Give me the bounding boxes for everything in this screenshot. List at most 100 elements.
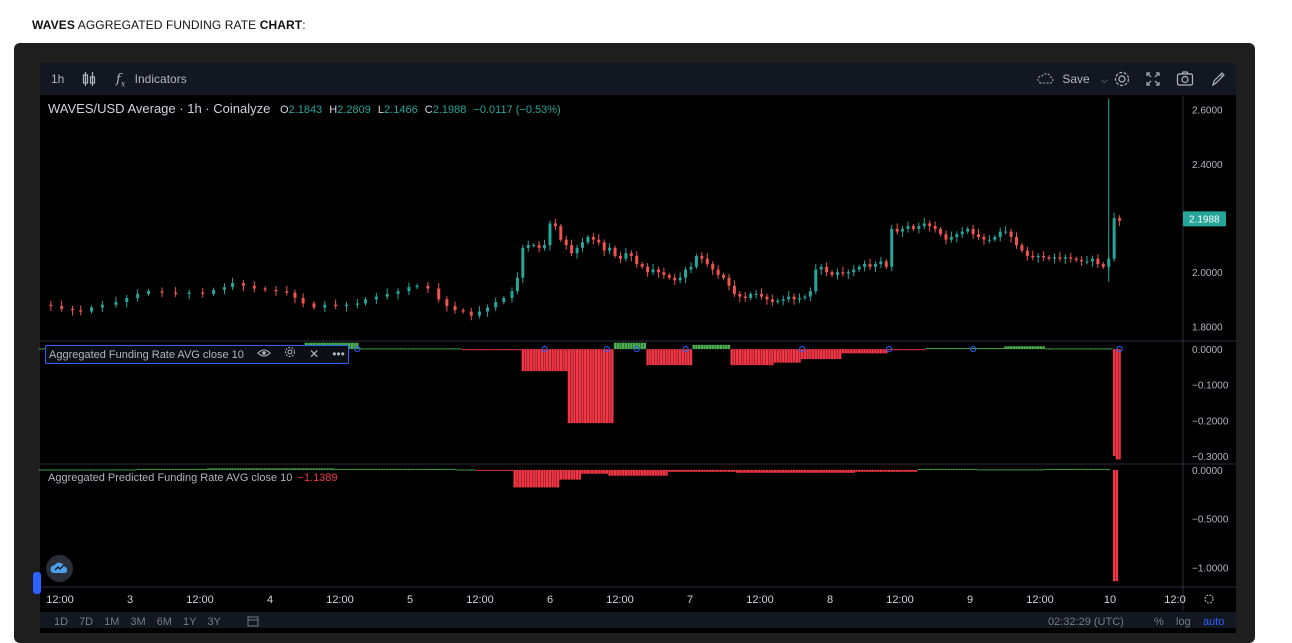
negative-bar <box>567 469 571 480</box>
negative-bar <box>524 469 527 488</box>
candle-body <box>678 277 682 281</box>
positive-bar <box>1045 468 1048 470</box>
candle-body <box>700 255 704 259</box>
negative-bar <box>776 349 779 363</box>
gear-icon[interactable] <box>1113 63 1131 95</box>
funding-rate-legend[interactable]: Aggregated Funding Rate AVG close 10 ✕ •… <box>45 345 349 364</box>
log-toggle[interactable]: log <box>1176 616 1191 628</box>
negative-bar <box>847 469 850 473</box>
negative-bar <box>792 349 796 363</box>
auto-toggle[interactable]: auto <box>1203 616 1225 628</box>
side-panel-handle[interactable] <box>33 572 41 594</box>
positive-bar <box>1053 348 1056 350</box>
symbol-name[interactable]: WAVES/USD Average <box>48 101 176 116</box>
negative-bar <box>768 469 771 473</box>
predicted-funding-rate-pane <box>38 468 1119 582</box>
positive-bar <box>169 468 172 470</box>
negative-bar <box>909 349 912 351</box>
negative-bar <box>559 349 562 372</box>
positive-bar <box>990 348 994 350</box>
cloud-logo-icon[interactable] <box>46 555 73 582</box>
positive-bar <box>1072 348 1075 350</box>
candle-body <box>982 236 986 240</box>
more-icon[interactable]: ••• <box>332 347 345 361</box>
gear-icon[interactable] <box>284 346 296 363</box>
candle-body <box>125 297 129 303</box>
positive-bar <box>350 342 354 350</box>
candle-body <box>987 239 991 241</box>
range-button-1y[interactable]: 1Y <box>182 616 197 628</box>
save-button[interactable]: Save ⌵ <box>1037 63 1108 95</box>
fullscreen-icon[interactable] <box>1145 63 1161 95</box>
range-button-6m[interactable]: 6M <box>156 616 172 628</box>
range-button-3m[interactable]: 3M <box>130 616 146 628</box>
positive-bar <box>982 348 986 350</box>
candle-body <box>917 226 921 229</box>
negative-bar <box>489 349 492 351</box>
positive-bar <box>451 468 454 470</box>
eye-icon[interactable] <box>257 346 271 363</box>
positive-bar <box>1045 348 1048 350</box>
range-button-7d[interactable]: 7D <box>79 616 94 628</box>
negative-bar <box>703 469 706 472</box>
negative-bar <box>592 349 595 424</box>
negative-bar <box>923 349 926 351</box>
interval-button[interactable]: 1h <box>51 72 65 86</box>
negative-bar <box>592 469 595 474</box>
positive-bar <box>49 469 53 471</box>
indicators-button[interactable]: fx Indicators <box>116 63 187 95</box>
indicator-tick-label: 0.0000 <box>1192 466 1223 477</box>
negative-bar <box>855 349 858 354</box>
positive-bar <box>204 468 207 470</box>
candle-body <box>738 293 742 297</box>
candle-type-icon[interactable] <box>82 63 96 95</box>
positive-bar <box>155 468 158 470</box>
positive-bar <box>429 468 432 470</box>
positive-bar <box>977 469 980 471</box>
positive-bar <box>706 344 709 350</box>
predicted-funding-rate-legend[interactable]: Aggregated Predicted Funding Rate AVG cl… <box>48 472 338 484</box>
negative-bar <box>833 349 836 360</box>
positive-bar <box>993 348 996 350</box>
positive-bar <box>470 469 473 471</box>
percent-toggle[interactable]: % <box>1154 616 1164 628</box>
negative-bar <box>874 349 877 354</box>
negative-bar <box>670 349 674 366</box>
close-icon[interactable]: ✕ <box>309 347 320 361</box>
negative-bar <box>863 469 866 472</box>
positive-bar <box>44 469 47 471</box>
candle-body <box>570 245 574 254</box>
time-tick-label: 12:00 <box>606 594 634 606</box>
calendar-icon[interactable] <box>247 615 259 630</box>
candle-body <box>819 266 823 270</box>
negative-bar <box>738 469 742 473</box>
chevron-down-icon[interactable]: ⌵ <box>1101 75 1108 85</box>
candle-body <box>743 296 747 298</box>
positive-bar <box>323 468 327 470</box>
candle-body <box>591 236 595 240</box>
negative-bar <box>917 349 921 351</box>
time-tick-label: 12:00 <box>326 594 354 606</box>
camera-icon[interactable] <box>1176 63 1194 95</box>
negative-bar <box>597 349 600 424</box>
negative-bar <box>537 349 541 372</box>
range-button-1m[interactable]: 1M <box>104 616 120 628</box>
utc-clock[interactable]: 02:32:29 (UTC) <box>1048 616 1124 628</box>
positive-bar <box>1031 346 1034 350</box>
negative-bar <box>784 469 788 473</box>
negative-bar <box>684 469 687 472</box>
negative-bar <box>912 469 915 472</box>
candle-body <box>355 303 359 305</box>
negative-bar <box>914 469 918 472</box>
candle-body <box>334 304 338 307</box>
range-button-1d[interactable]: 1D <box>54 616 69 628</box>
pencil-icon[interactable] <box>1210 63 1226 95</box>
positive-bar <box>350 468 354 470</box>
positive-bar <box>150 468 153 470</box>
range-button-3y[interactable]: 3Y <box>207 616 221 628</box>
positive-bar <box>632 342 636 350</box>
candle-body <box>477 311 481 316</box>
positive-bar <box>1077 348 1081 350</box>
negative-bar <box>638 469 641 476</box>
positive-bar <box>942 468 945 470</box>
